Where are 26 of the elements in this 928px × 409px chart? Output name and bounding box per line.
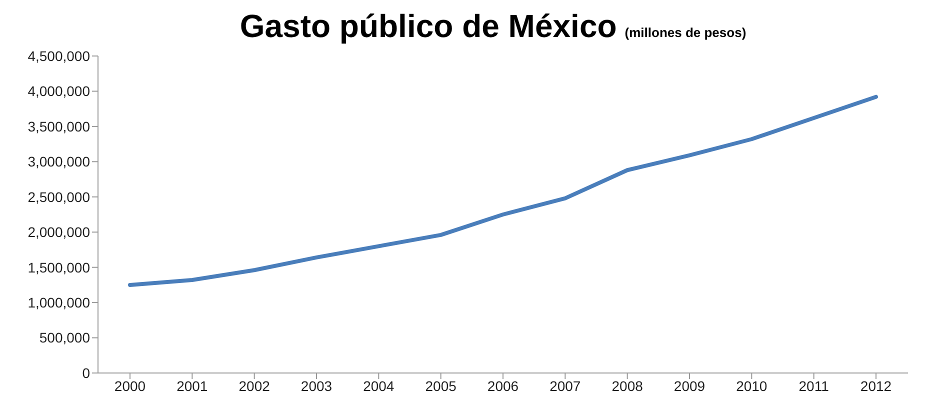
y-tick-label: 2,000,000 <box>28 224 90 240</box>
y-tick-label: 4,000,000 <box>28 83 90 100</box>
chart-title: Gasto público de México <box>240 8 617 45</box>
line-series <box>128 94 878 287</box>
x-tick-label: 2009 <box>674 378 706 394</box>
y-tick-label: 4,500,000 <box>28 48 90 64</box>
y-tick-label: 2,500,000 <box>28 188 90 205</box>
y-tick-label: 3,500,000 <box>28 118 90 134</box>
x-tick-label: 2007 <box>550 378 581 394</box>
x-tick-label: 2001 <box>176 378 208 394</box>
x-tick-label: 2005 <box>425 378 457 394</box>
y-tick-label: 3,000,000 <box>28 154 90 170</box>
x-tick-label: 2008 <box>612 378 644 394</box>
y-tick-label: 1,000,000 <box>28 294 90 311</box>
x-tick-label: 2012 <box>860 378 892 394</box>
x-tick-label: 2002 <box>238 378 270 394</box>
x-tick-label: 2011 <box>798 378 830 394</box>
y-tick-label: 1,500,000 <box>28 259 90 276</box>
x-tick-label: 2006 <box>487 378 519 394</box>
x-tick-label: 2000 <box>114 378 146 394</box>
y-tick-label: 0 <box>82 364 90 381</box>
y-tick-label: 500,000 <box>39 330 90 346</box>
chart-subtitle: (millones de pesos) <box>624 25 746 40</box>
x-tick-label: 2010 <box>736 378 768 394</box>
x-tick-label: 2003 <box>300 378 332 394</box>
x-tick-label: 2004 <box>363 378 394 394</box>
